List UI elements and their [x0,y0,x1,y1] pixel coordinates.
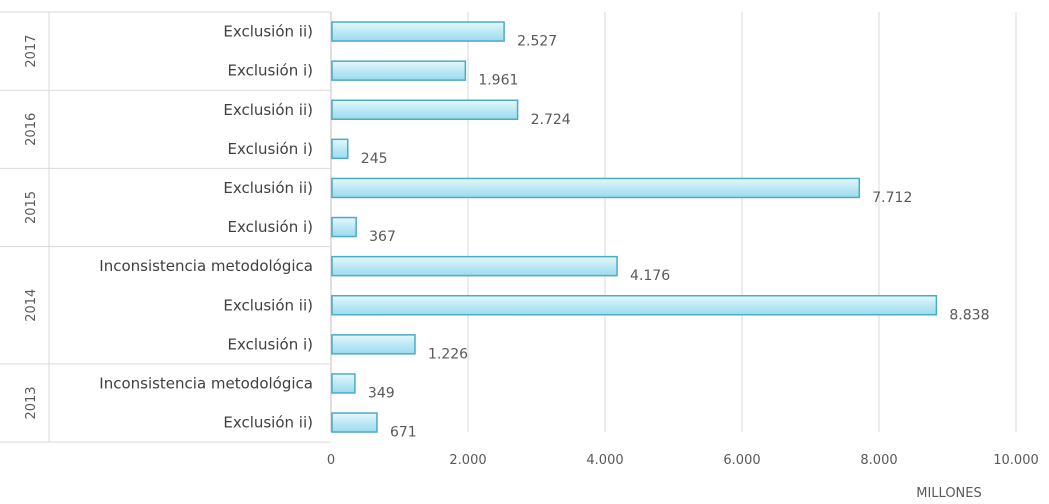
value-label: 7.712 [872,190,912,206]
x-tick-label: 4.000 [586,453,623,468]
x-tick-label: 6.000 [723,453,760,468]
category-label: Exclusión i) [228,140,313,158]
category-label: Exclusión ii) [223,101,313,119]
category-label: Inconsistencia metodológica [99,374,313,392]
x-tick-label: 2.000 [449,453,486,468]
bar [331,334,416,355]
x-tick-label: 0 [327,453,335,468]
value-label: 367 [369,229,396,245]
year-label: 2015 [24,191,39,224]
bar [331,60,467,81]
x-tick-label: 10.000 [993,453,1039,468]
year-label: 2017 [24,35,39,68]
category-label: Exclusión i) [228,335,313,353]
value-label: 8.838 [949,307,989,323]
bar-layer: 2.527 1.961 2.724 245 7.712 367 4.176 8.838 1.22… [331,21,989,441]
bar [331,373,356,394]
value-label: 671 [390,425,417,441]
year-label: 2014 [24,289,39,322]
bar [331,295,938,316]
value-label: 1.961 [478,73,518,89]
x-tick-label: 8.000 [860,453,897,468]
year-label: 2016 [24,113,39,146]
category-label: Exclusión ii) [223,179,313,197]
bar [331,21,505,42]
category-label: Exclusión i) [228,218,313,236]
category-axis: 2017 Exclusión ii) Exclusión i) 2016 Exclusi… [0,11,332,443]
value-label: 4.176 [630,268,670,284]
bar [331,255,618,277]
bar [331,216,357,238]
x-axis-unit-label: MILLONES [916,486,982,501]
bar [331,138,349,160]
category-label: Inconsistencia metodológica [99,257,313,275]
category-label: Exclusión ii) [223,23,313,41]
bar [331,99,519,120]
value-label: 1.226 [428,346,468,362]
value-label: 245 [361,151,388,167]
x-axis-ticks: 0 2.000 4.000 6.000 8.000 10.000 [327,453,1039,468]
grid-layer [467,12,1017,432]
bar [331,412,378,433]
year-label: 2013 [24,386,39,419]
value-label: 2.527 [517,34,557,50]
category-label: Exclusión i) [228,62,313,80]
category-label: Exclusión ii) [223,414,313,432]
category-label: Exclusión ii) [223,296,313,314]
value-label: 2.724 [531,112,571,128]
bar [331,177,861,199]
value-label: 349 [368,385,395,401]
